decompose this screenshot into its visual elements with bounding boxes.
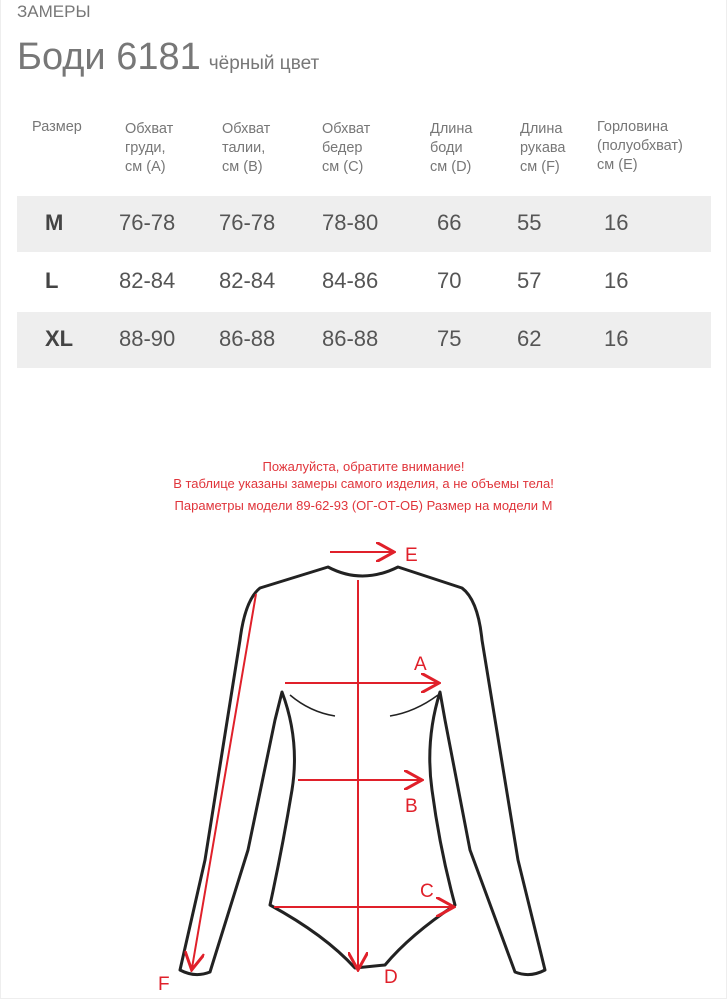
value-cell: 84-86 (322, 268, 379, 293)
column-header: Размер (32, 118, 82, 137)
header-line: Обхват (222, 121, 271, 137)
label-f: F (158, 974, 170, 995)
column-header: Длина рукава см (F) (520, 120, 565, 177)
size-cell: XL (45, 326, 74, 351)
bodysuit-outline (178, 565, 547, 977)
header-line: см (F) (520, 159, 560, 175)
table-row: M 76-78 76-78 78-80 66 55 16 (17, 196, 711, 252)
label-e: E (405, 545, 418, 566)
value-cell: 78-80 (322, 210, 379, 235)
header-line: Горловина (597, 119, 669, 135)
header-line: см (Е) (597, 157, 638, 173)
value-cell: 86-88 (322, 326, 379, 351)
header-line: талии, (222, 140, 266, 156)
header-line: Размер (32, 119, 82, 135)
value-cell: 82-84 (119, 268, 176, 293)
header-line: см (А) (125, 159, 166, 175)
note-measurements: В таблице указаны замеры самого изделия,… (173, 476, 554, 491)
header-line: рукава (520, 140, 566, 156)
label-c: C (420, 881, 434, 902)
value-cell: 16 (604, 268, 629, 293)
measurement-arrows (192, 552, 452, 968)
note-attention: Пожалуйста, обратите внимание! (262, 459, 465, 474)
value-cell: 76-78 (119, 210, 176, 235)
header-line: Обхват (125, 121, 174, 137)
column-header: Обхват груди, см (А) (125, 120, 173, 177)
table-row: XL 88-90 86-88 86-88 75 62 16 (17, 312, 711, 368)
arrow-f (192, 593, 257, 968)
header-line: Длина (520, 121, 563, 137)
value-cell: 16 (604, 210, 629, 235)
header-line: (полуобхват) (597, 138, 683, 154)
value-cell: 76-78 (219, 210, 276, 235)
product-color: чёрный цвет (208, 53, 320, 74)
value-cell: 75 (437, 326, 462, 351)
header-line: см (D) (430, 159, 472, 175)
page-title: Боди 6181 чёрный цвет (17, 36, 319, 79)
value-cell: 86-88 (219, 326, 276, 351)
size-cell: L (45, 268, 59, 293)
header-line: груди, (125, 140, 166, 156)
header-line: Длина (430, 121, 473, 137)
header-line: бедер (322, 140, 363, 156)
header-line: Обхват (322, 121, 371, 137)
value-cell: 62 (517, 326, 542, 351)
header-line: см (С) (322, 159, 364, 175)
value-cell: 66 (437, 210, 462, 235)
size-cell: M (45, 210, 64, 235)
column-header: Длина боди см (D) (430, 120, 472, 177)
header-line: боди (430, 140, 463, 156)
value-cell: 57 (517, 268, 542, 293)
label-b: B (405, 796, 418, 817)
column-header: Обхват бедер см (С) (322, 120, 370, 177)
column-header: Горловина (полуобхват) см (Е) (597, 118, 683, 175)
label-d: D (384, 967, 398, 988)
product-name: Боди 6181 (17, 36, 201, 78)
value-cell: 55 (517, 210, 542, 235)
table-row: L 82-84 82-84 84-86 70 57 16 (17, 254, 711, 310)
label-a: A (414, 654, 427, 675)
note-model-params: Параметры модели 89-62-93 (ОГ-ОТ-ОБ) Раз… (174, 498, 553, 513)
value-cell: 70 (437, 268, 462, 293)
section-label: ЗАМЕРЫ (17, 2, 91, 21)
header-line: см (В) (222, 159, 263, 175)
value-cell: 88-90 (119, 326, 176, 351)
value-cell: 82-84 (219, 268, 276, 293)
value-cell: 16 (604, 326, 629, 351)
column-header: Обхват талии, см (В) (222, 120, 270, 177)
